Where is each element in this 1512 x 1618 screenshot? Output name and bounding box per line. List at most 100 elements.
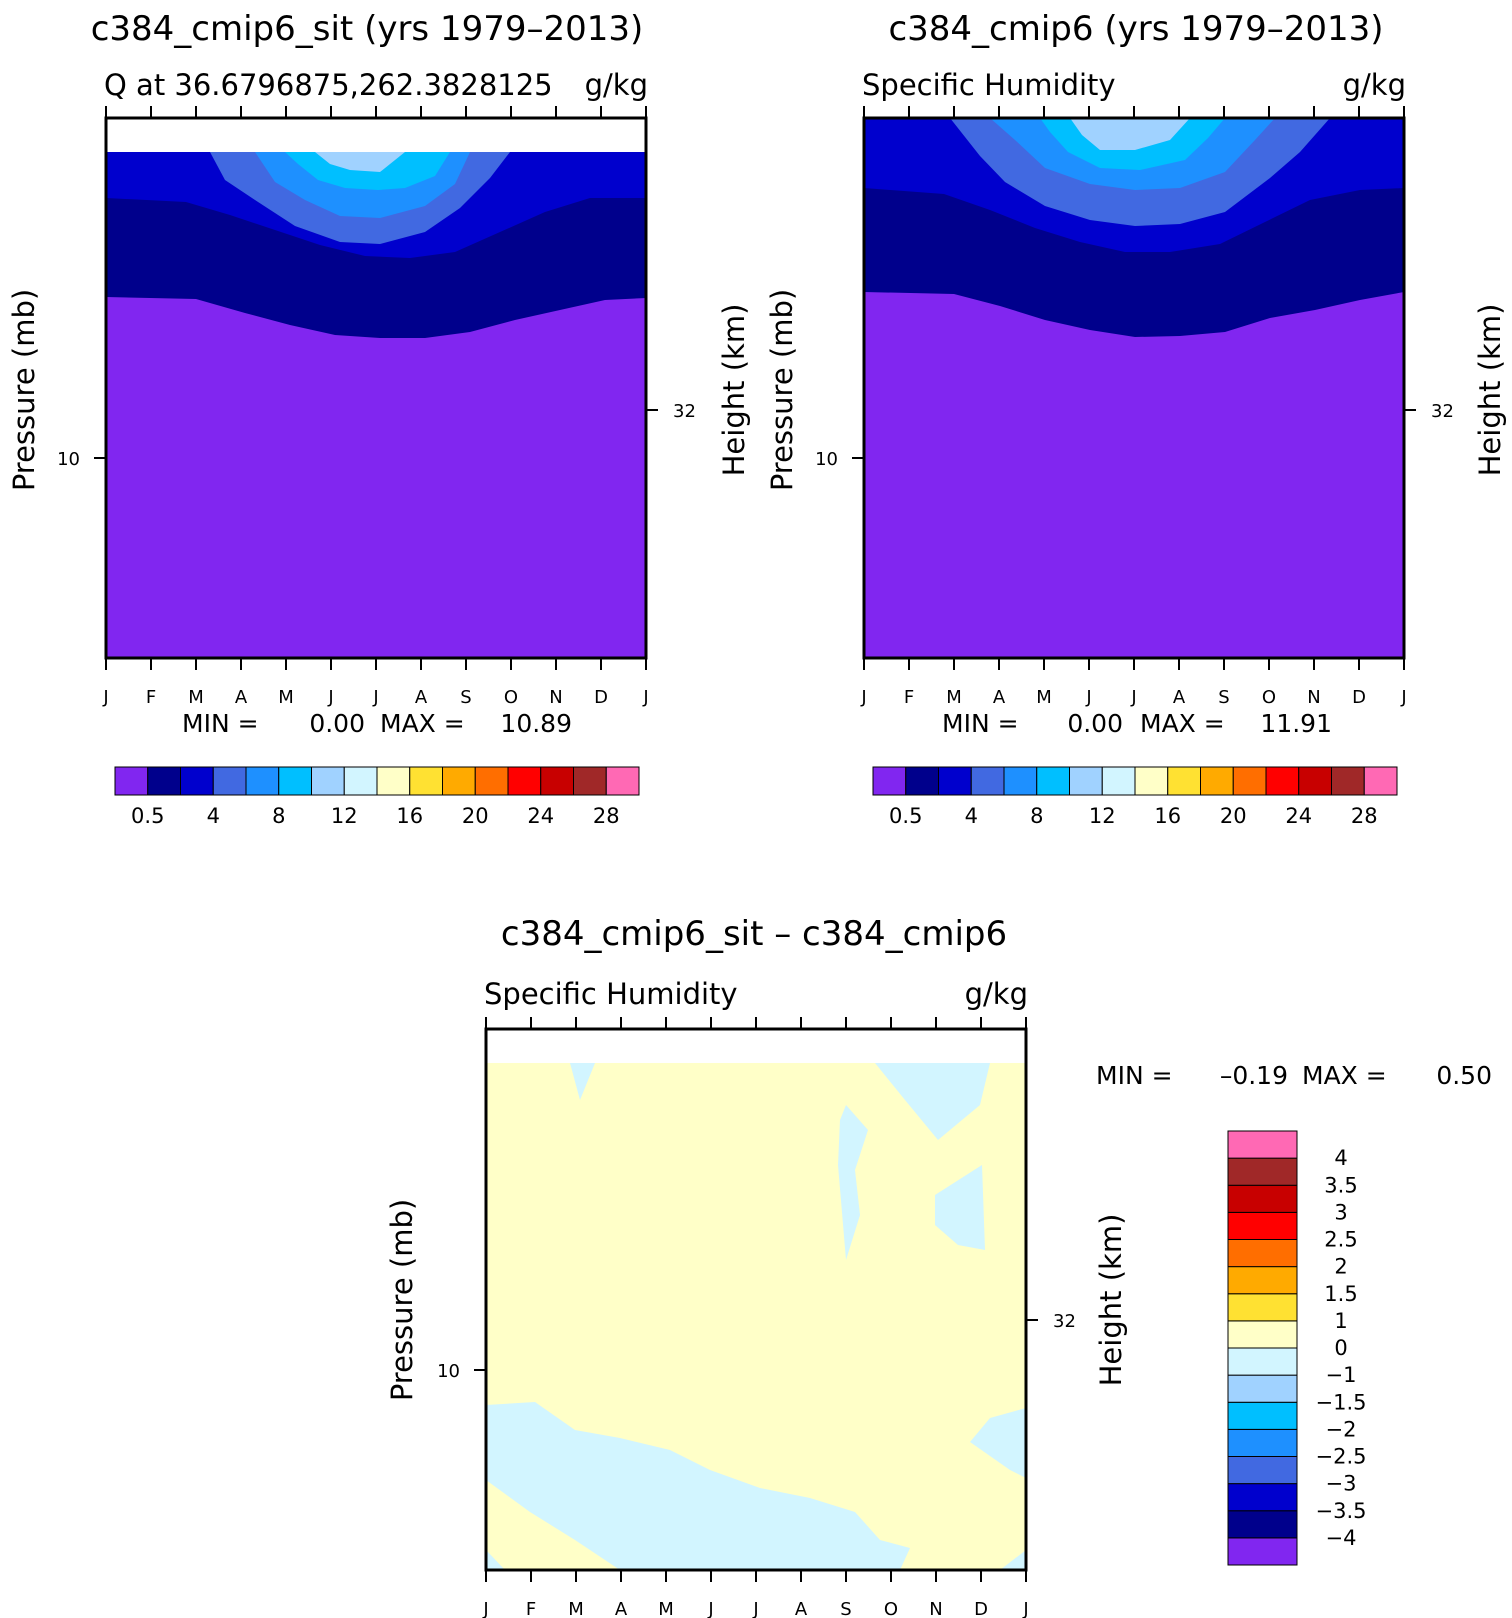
contour-band-neg-8 [1000,1550,1026,1570]
colorbar-label-1: 4 [207,804,220,828]
contour-band-neg-5 [970,1408,1026,1478]
x-tick-label-11: D [594,687,608,708]
colorbar-label-0: 0.5 [889,804,922,828]
x-tick-label-1: F [904,687,914,708]
x-tick-label-7: A [415,687,428,708]
height-tick-label: 32 [1431,401,1454,422]
colorbar-label-6: −1 [1326,1363,1357,1387]
x-tick-label-9: O [504,687,518,708]
pressure-axis-title: Pressure (mb) [7,289,41,491]
pressure-tick-label: 10 [57,449,80,470]
x-tick-label-3: A [235,687,248,708]
x-tick-label-10: N [549,687,562,708]
colorbar-swatch-14 [1227,1157,1298,1186]
x-tick-label-5: J [1085,687,1091,708]
x-tick-label-0: J [102,687,108,708]
colorbar-swatch-15 [1363,766,1398,796]
colorbar-swatch-15 [1227,1130,1298,1159]
colorbar-swatch-11 [474,766,509,796]
colorbar-swatch-2 [1227,1483,1298,1512]
x-tick-label-1: F [146,687,156,708]
x-tick-label-11: D [1352,687,1366,708]
colorbar-swatch-9 [1167,766,1201,796]
x-ticks-bottom [485,1570,1027,1582]
colorbar-label-12: 3 [1334,1200,1347,1224]
colorbar-label-4: 16 [396,804,423,828]
colorbar-label-10: 2 [1334,1255,1347,1279]
height-axis-title: Height (km) [1473,304,1507,477]
x-tick-label-3: A [993,687,1006,708]
panel-2-max-label: MAX = [1140,709,1225,738]
colorbar-label-0: −4 [1326,1526,1357,1550]
colorbar-label-7: 28 [1351,804,1378,828]
panel-2-left-subtitle: Specific Humidity [862,68,1116,102]
x-tick-label-6: J [752,1599,758,1618]
pressure-tick-label: 10 [437,1361,460,1382]
panel-3-units: g/kg [965,977,1028,1011]
panel-3-title: c384_cmip6_sit – c384_cmip6 [501,914,1007,954]
panel-3-min-label: MIN = [1096,1061,1173,1090]
colorbar-swatch-10 [442,766,476,796]
colorbar-label-9: 1.5 [1324,1282,1357,1306]
panel-1-min-value: 0.00 [309,709,365,738]
colorbar-swatch-1 [1227,1510,1298,1539]
x-tick-label-0: J [860,687,866,708]
colorbar-label-6: 24 [527,804,554,828]
colorbar-label-2: −3 [1326,1472,1357,1496]
colorbar-swatch-12 [1227,1211,1298,1240]
panel-2-min-value: 0.00 [1067,709,1123,738]
colorbar-swatch-0 [1227,1537,1298,1566]
height-axis-title: Height (km) [1094,1214,1128,1387]
x-tick-label-10: N [929,1599,942,1618]
colorbar-swatch-8 [1227,1320,1298,1349]
x-tick-label-3: A [615,1599,628,1618]
colorbar-swatch-8 [376,766,411,796]
colorbar-swatch-6 [311,766,345,796]
colorbar-label-13: 3.5 [1324,1173,1357,1197]
colorbar-swatch-8 [1134,766,1169,796]
panel-3-min-value: –0.19 [1220,1061,1288,1090]
colorbar-label-3: 12 [331,804,358,828]
colorbar-label-5: −1.5 [1316,1390,1367,1414]
x-tick-label-2: M [568,1599,584,1618]
colorbar-swatch-4 [245,766,280,796]
panel-1-units: g/kg [585,68,648,102]
colorbar-swatch-11 [1227,1239,1298,1268]
panel-2-max-value: 11.91 [1260,709,1332,738]
x-tick-label-4: M [658,1599,674,1618]
height-tick-label: 32 [673,401,696,422]
colorbar-swatch-5 [1036,766,1070,796]
colorbar-label-4: 16 [1154,804,1181,828]
panel-2-units: g/kg [1343,68,1406,102]
colorbar-swatch-12 [1265,766,1300,796]
x-tick-label-5: J [707,1599,713,1618]
colorbar-swatch-5 [1227,1401,1298,1430]
x-tick-label-8: S [1218,687,1229,708]
x-tick-label-5: J [327,687,333,708]
x-tick-label-1: F [526,1599,536,1618]
pressure-axis-title: Pressure (mb) [765,289,799,491]
colorbar-label-3: −2.5 [1316,1445,1367,1469]
height-axis-title: Height (km) [717,304,751,477]
contour-band-neg-1 [570,1063,595,1100]
contour-band-6 [315,152,405,172]
colorbar-1: 0.5 4 8 12 16 20 24 28 [114,766,640,828]
colorbar-swatch-4 [1227,1428,1298,1457]
colorbar-label-7: 0 [1334,1336,1347,1360]
colorbar-swatch-12 [507,766,542,796]
colorbar-swatch-0 [872,766,907,796]
colorbar-swatch-2 [180,766,214,796]
colorbar-swatch-1 [147,766,181,796]
x-tick-label-9: O [1262,687,1276,708]
colorbar-swatch-3 [1227,1456,1298,1485]
panel-2: c384_cmip6 (yrs 1979–2013) Specific Humi… [765,9,1507,828]
panel-1: c384_cmip6_sit (yrs 1979–2013) Q at 36.6… [7,9,751,828]
colorbar-swatch-10 [1227,1266,1298,1295]
x-tick-label-10: N [1307,687,1320,708]
colorbar-label-5: 20 [462,804,489,828]
colorbar-label-5: 20 [1220,804,1247,828]
x-tick-label-2: M [188,687,204,708]
panel-1-min-label: MIN = [182,709,259,738]
